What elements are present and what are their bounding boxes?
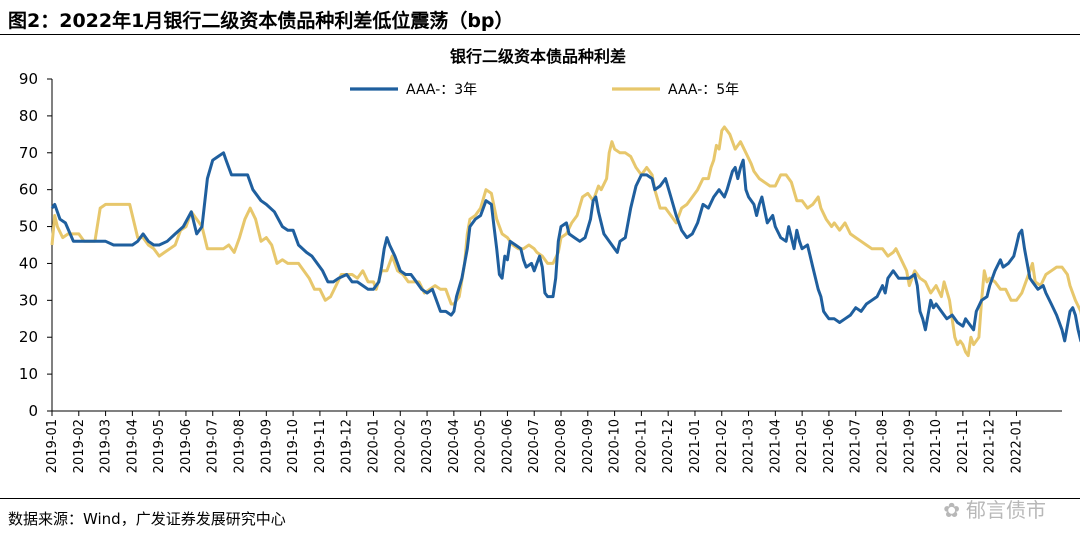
watermark: ✿ 郁言债市 [943,494,1046,523]
x-tick-label: 2020-12 [661,419,676,473]
y-tick-label: 0 [28,402,38,420]
x-tick-label: 2020-04 [447,419,462,473]
x-tick-label: 2019-12 [340,419,355,473]
y-tick-label: 70 [19,144,38,162]
x-tick-label: 2019-07 [206,419,221,473]
axes: 0 10 20 30 40 50 60 70 80 90 2019-01 2019-02 2019-03… [19,70,1062,473]
x-tick-label: 2021-11 [956,419,971,473]
x-tick-label: 2021-05 [795,419,810,473]
x-tick-label: 2021-09 [902,419,917,473]
x-tick-label: 2021-02 [715,419,730,473]
x-tick-label: 2021-07 [849,419,864,473]
x-tick-label: 2019-11 [313,419,328,473]
x-tick-label: 2020-01 [366,419,381,473]
y-tick-label: 40 [19,254,38,272]
x-tick-label: 2021-03 [742,419,757,473]
x-tick-label: 2021-06 [822,419,837,473]
y-tick-label: 50 [19,218,38,236]
y-tick-label: 20 [19,328,38,346]
x-tick-label: 2020-07 [527,419,542,473]
x-tick-label: 2019-01 [45,419,60,473]
x-tick-label: 2020-03 [420,419,435,473]
x-tick-label: 2021-01 [688,419,703,473]
x-tick-label: 2020-10 [608,419,623,473]
x-tick-label: 2019-08 [233,419,248,473]
source-note: 数据来源：Wind，广发证券发展研究中心 [8,510,286,528]
series-lines [50,125,1080,358]
x-tick-label: 2020-06 [500,419,515,473]
legend: AAA-：3年 AAA-：5年 [350,82,739,98]
x-tick-label: 2019-06 [179,419,194,473]
x-tick-label: 2021-10 [929,419,944,473]
x-tick-label: 2019-10 [286,419,301,473]
x-tick-label: 2021-08 [876,419,891,473]
x-tick-label: 2022-01 [1009,419,1024,473]
figure-title: 图2：2022年1月银行二级资本债品种利差低位震荡（bp） [8,10,514,32]
legend-label-aaa-5y: AAA-：5年 [668,82,739,98]
bottom-rule [0,498,1080,499]
legend-label-aaa-3y: AAA-：3年 [406,82,477,98]
x-tick-label: 2019-09 [259,419,274,473]
y-tick-label: 30 [19,291,38,309]
y-tick-label: 60 [19,181,38,199]
watermark-text: 郁言债市 [966,498,1046,522]
chart-title: 银行二级资本债品种利差 [450,47,626,66]
y-tick-label: 90 [19,70,38,88]
x-tick-label: 2020-08 [554,419,569,473]
y-tick-label: 10 [19,365,38,383]
x-tick-label: 2019-02 [72,419,87,473]
x-tick-label: 2019-04 [125,419,140,473]
wechat-icon: ✿ [943,498,960,522]
x-tick-label: 2020-11 [634,419,649,473]
top-rule [0,34,1080,35]
series-line-aaa-5y [50,125,1080,358]
y-tick-label: 80 [19,107,38,125]
x-tick-label: 2019-03 [99,419,114,473]
x-tick-label: 2019-05 [152,419,167,473]
x-tick-label: 2020-02 [393,419,408,473]
x-tick-label: 2020-05 [474,419,489,473]
x-tick-label: 2021-04 [768,419,783,473]
x-tick-label: 2020-09 [581,419,596,473]
series-line-aaa-3y [50,151,1080,343]
x-tick-label: 2021-12 [983,419,998,473]
